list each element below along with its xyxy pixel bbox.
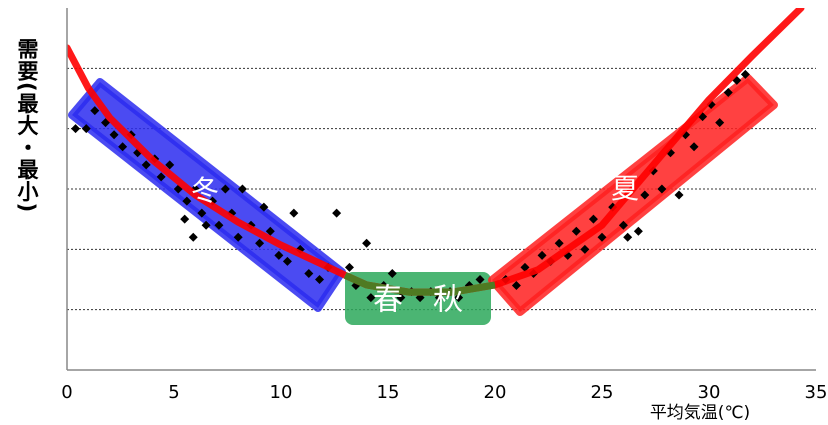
point [344, 262, 354, 272]
point [182, 196, 192, 206]
point [233, 232, 243, 242]
curve [67, 8, 805, 296]
point [618, 220, 628, 230]
point [520, 262, 530, 272]
x-tick-label: 15 [377, 382, 400, 403]
point [511, 281, 521, 291]
point [237, 184, 247, 194]
x-ticks: 0 5 10 15 20 25 30 35 [61, 382, 827, 403]
point [623, 232, 633, 242]
point [588, 214, 598, 224]
point [180, 214, 190, 224]
point [657, 184, 667, 194]
point [580, 244, 590, 254]
point [454, 293, 464, 303]
region-label: 夏 [611, 172, 639, 205]
point [723, 87, 733, 97]
point [366, 293, 376, 303]
point [689, 142, 699, 152]
point [165, 160, 175, 170]
point [197, 208, 207, 218]
point [674, 190, 684, 200]
point [220, 184, 230, 194]
point [537, 250, 547, 260]
point [715, 118, 725, 128]
x-tick-label: 0 [61, 382, 72, 403]
point [597, 232, 607, 242]
x-tick-label: 10 [270, 382, 293, 403]
point [118, 142, 128, 152]
point [475, 275, 485, 284]
x-tick-label: 30 [698, 382, 721, 403]
point [396, 293, 406, 303]
point [740, 69, 750, 79]
point [289, 208, 299, 218]
point [71, 124, 81, 134]
point [109, 130, 119, 140]
region-label: 春 秋 [373, 283, 463, 318]
point [387, 268, 397, 278]
point [554, 238, 564, 248]
fit-curve-middle [343, 272, 496, 296]
point [156, 172, 166, 182]
point [201, 220, 211, 230]
point [259, 202, 269, 212]
point [640, 190, 650, 200]
point [141, 160, 151, 170]
point [188, 232, 198, 242]
point [362, 238, 372, 248]
point [90, 106, 100, 116]
x-tick-label: 35 [805, 382, 828, 403]
point [332, 208, 342, 218]
x-tick-label: 5 [168, 382, 179, 403]
point [81, 124, 91, 134]
point [282, 256, 292, 266]
x-axis-title: 平均気温(℃) [650, 403, 750, 423]
point [274, 250, 284, 260]
y-axis-title: 需要(最大・最小) [15, 38, 39, 214]
x-tick-label: 20 [484, 382, 507, 403]
point [571, 226, 581, 236]
point [265, 226, 275, 236]
point [255, 238, 265, 248]
region-label: 冬 [191, 174, 219, 207]
point [214, 220, 224, 230]
x-tick-label: 25 [591, 382, 614, 403]
point [633, 226, 643, 236]
point [304, 268, 314, 278]
point [315, 275, 325, 284]
